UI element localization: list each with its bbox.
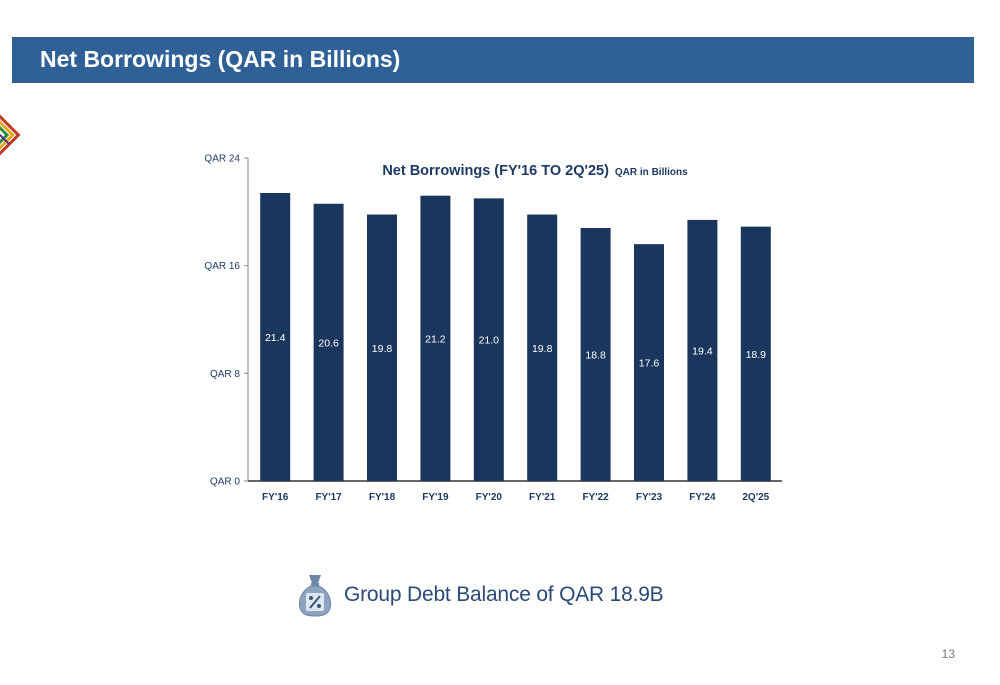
header-bar: Net Borrowings (QAR in Billions)	[12, 37, 974, 83]
x-tick-label: FY'24	[689, 492, 716, 503]
bar-value-label: 21.0	[479, 335, 500, 347]
bar-value-label: 17.6	[639, 358, 660, 370]
y-tick-label: QAR 0	[210, 477, 240, 488]
x-tick-label: FY'17	[315, 492, 342, 503]
x-tick-label: FY'23	[636, 492, 663, 503]
x-tick-label: FY'19	[422, 492, 449, 503]
x-tick-label: FY'16	[262, 492, 289, 503]
bar	[367, 214, 397, 481]
bar-value-label: 19.8	[372, 343, 393, 355]
x-tick-label: FY'21	[529, 492, 556, 503]
money-bag-percent-icon	[298, 575, 332, 617]
y-tick-label: QAR 8	[210, 369, 240, 380]
bar-value-label: 21.2	[425, 333, 446, 345]
bar-value-label: 19.4	[692, 345, 713, 357]
summary-callout: Group Debt Balance of QAR 18.9B	[298, 572, 664, 618]
bar	[473, 198, 504, 481]
bar-value-label: 18.8	[585, 349, 606, 361]
page-number: 13	[941, 647, 955, 661]
x-tick-label: FY'20	[476, 492, 503, 503]
bar	[580, 227, 611, 481]
x-tick-label: FY'22	[582, 492, 609, 503]
chart-title: Net Borrowings (FY'16 TO 2Q'25) QAR in Bi…	[0, 162, 1000, 180]
bar-value-label: 18.9	[746, 349, 767, 361]
bar	[313, 203, 344, 481]
bar	[420, 195, 451, 481]
bar-value-label: 21.4	[265, 332, 286, 344]
chart-subtitle: QAR in Billions	[614, 167, 688, 178]
chart-title-main: Net Borrowings (FY'16 TO 2Q'25)	[382, 163, 609, 179]
bar	[634, 244, 664, 481]
y-tick-label: QAR 16	[204, 261, 240, 272]
page-title: Net Borrowings (QAR in Billions)	[40, 46, 401, 72]
y-tick-label: QAR 24	[204, 154, 240, 165]
bar-value-label: 19.8	[532, 343, 553, 355]
group-debt-balance-text: Group Debt Balance of QAR 18.9B	[344, 583, 664, 606]
bar	[740, 226, 771, 481]
bar	[260, 192, 291, 481]
bar	[687, 219, 718, 482]
x-tick-label: 2Q'25	[742, 492, 769, 503]
bar-value-label: 20.6	[318, 337, 339, 349]
x-tick-label: FY'18	[369, 492, 396, 503]
bar	[527, 214, 558, 481]
brand-logo-icon	[0, 114, 21, 156]
